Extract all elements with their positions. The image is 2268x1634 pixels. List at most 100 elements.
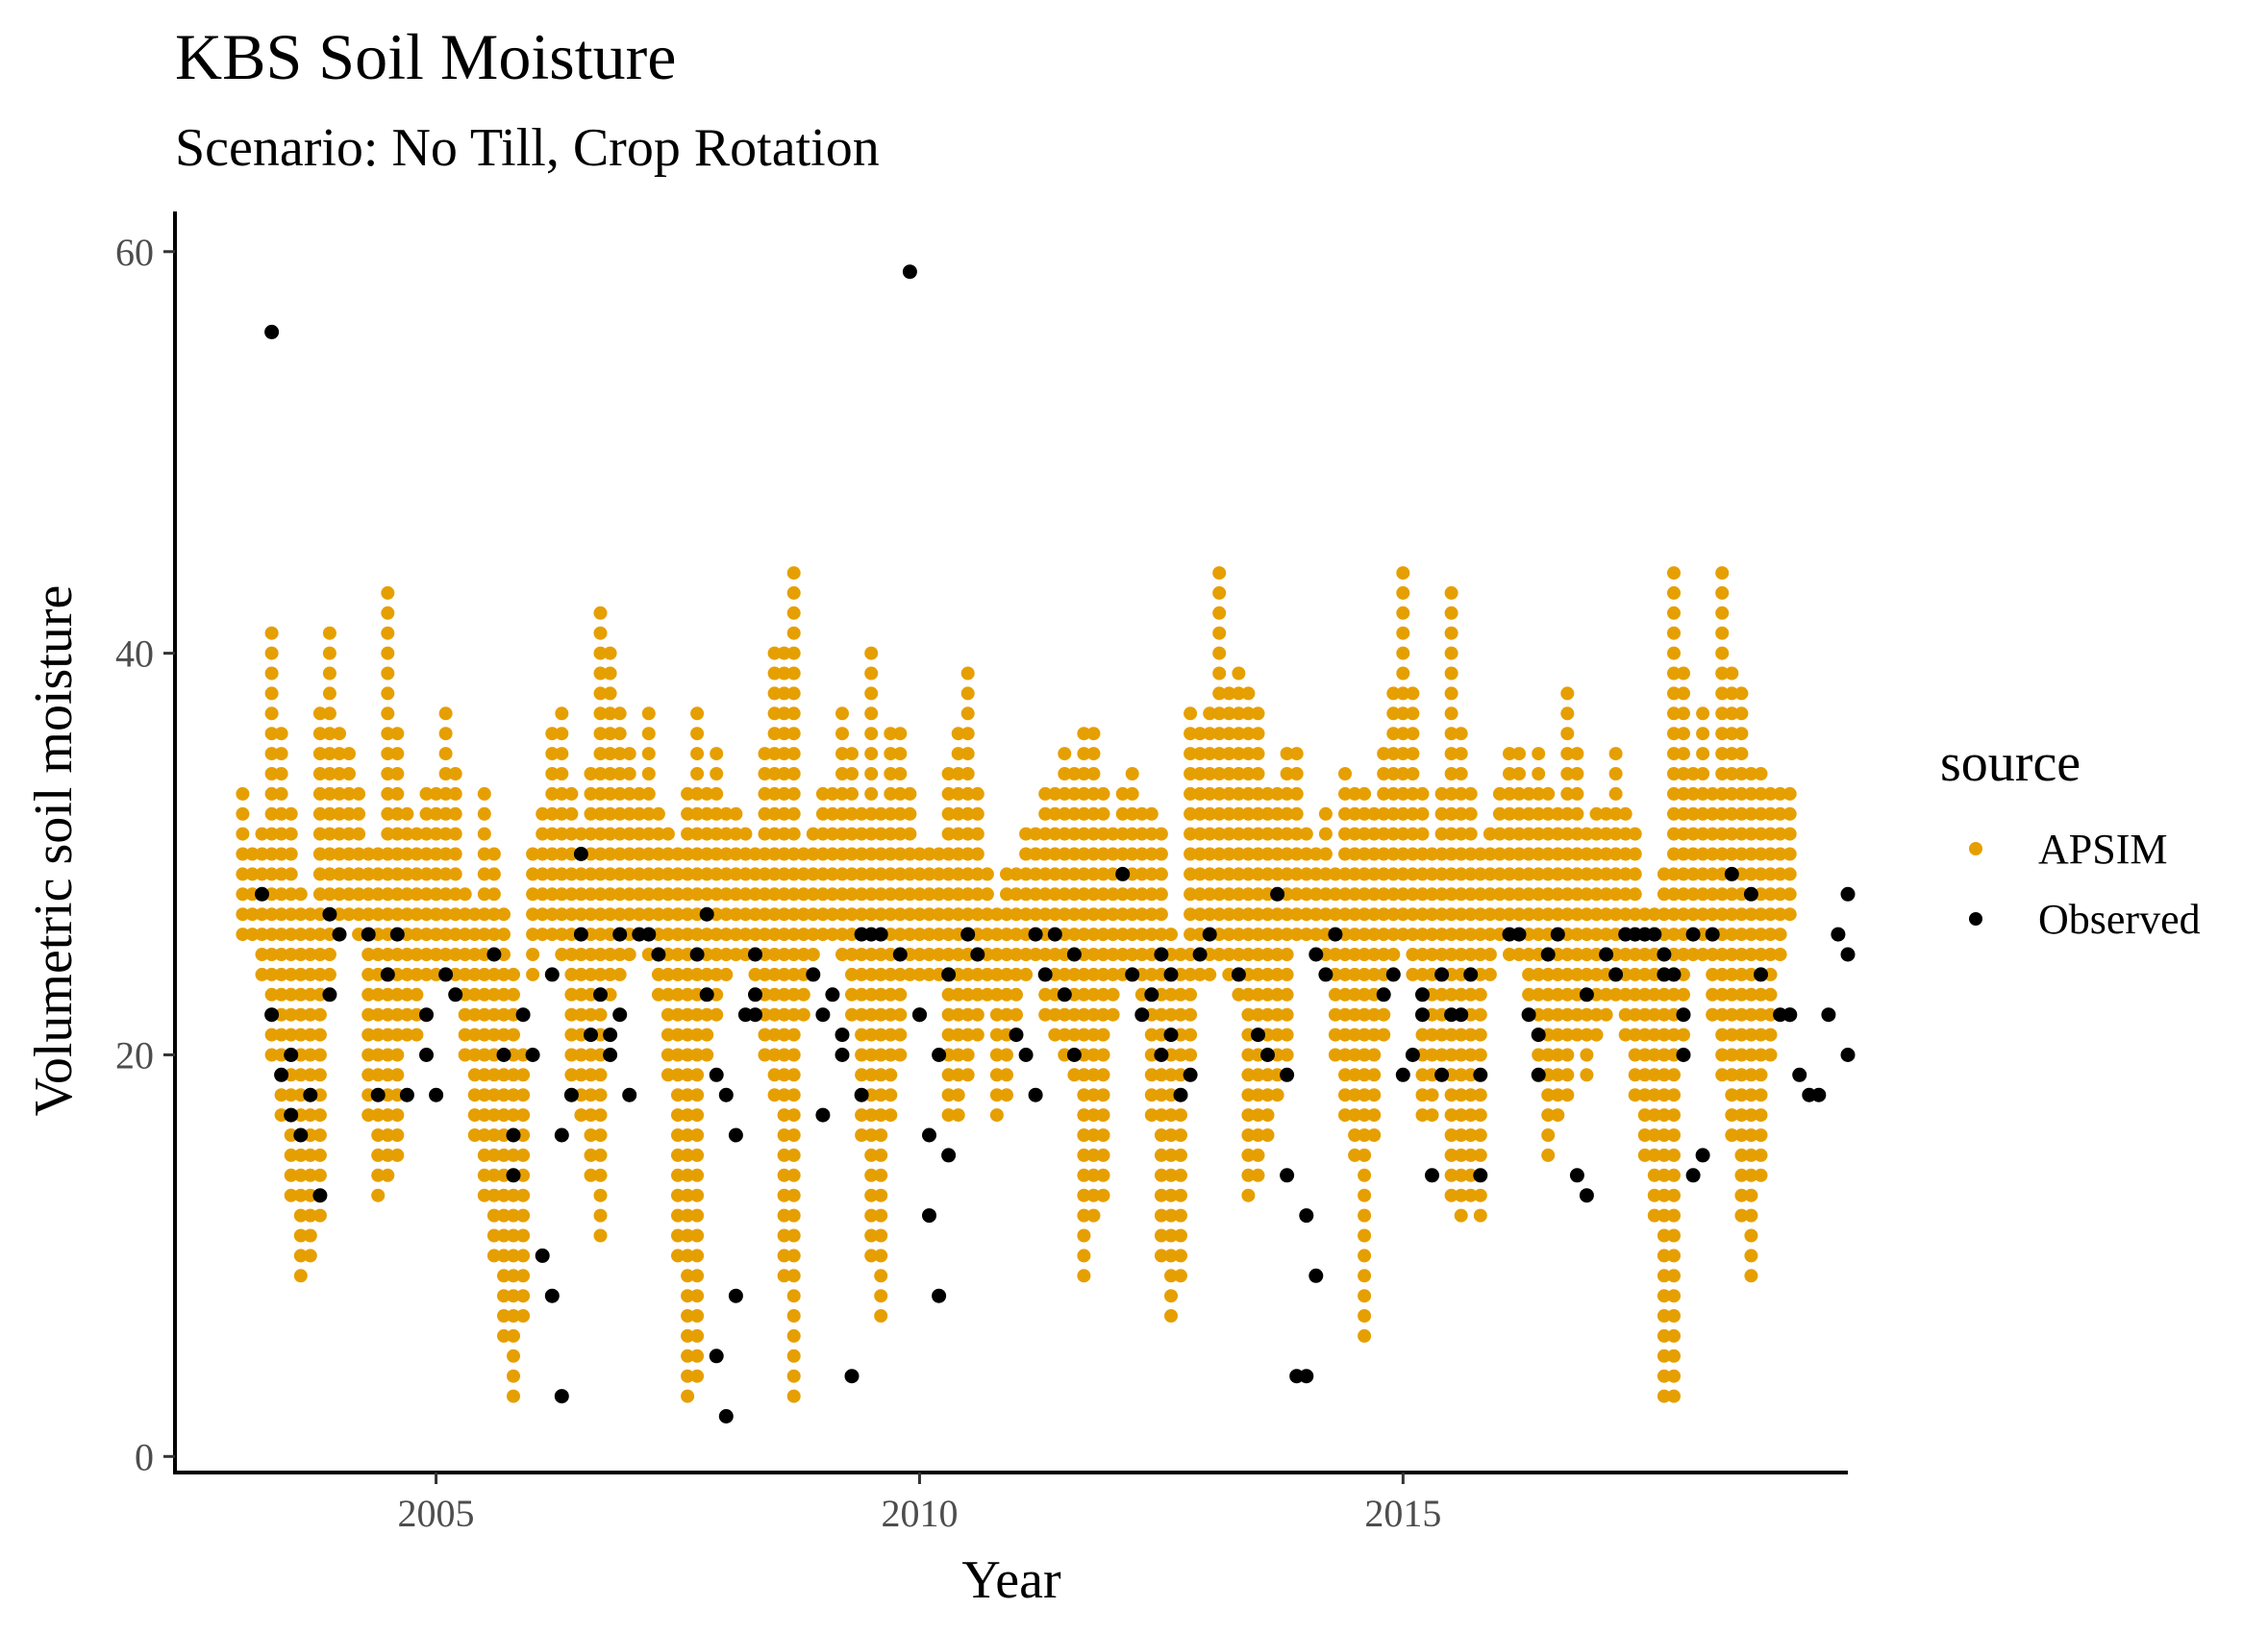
apsim-point <box>1618 948 1632 961</box>
apsim-point <box>1454 1048 1468 1062</box>
observed-point <box>922 1127 936 1143</box>
apsim-point <box>864 767 879 780</box>
apsim-point <box>1086 887 1101 902</box>
apsim-point <box>1667 847 1681 861</box>
apsim-point <box>322 706 336 721</box>
apsim-point <box>1299 887 1313 902</box>
apsim-point <box>864 827 879 841</box>
apsim-point <box>681 1309 695 1323</box>
apsim-point <box>574 1108 588 1123</box>
apsim-point <box>989 987 1004 1002</box>
apsim-point <box>1029 907 1043 922</box>
apsim-point <box>1000 1007 1013 1022</box>
apsim-point <box>410 887 424 902</box>
apsim-point <box>1406 967 1420 981</box>
apsim-point <box>1289 907 1304 922</box>
apsim-point <box>700 887 714 902</box>
apsim-point <box>1241 1148 1256 1162</box>
apsim-point <box>884 827 898 841</box>
apsim-point <box>603 948 617 961</box>
apsim-point <box>1551 1088 1565 1102</box>
apsim-point <box>264 967 279 981</box>
apsim-point <box>477 928 491 942</box>
apsim-point <box>1532 967 1546 981</box>
apsim-point <box>1406 907 1420 922</box>
apsim-point <box>584 907 598 922</box>
apsim-point <box>1377 847 1391 861</box>
apsim-point <box>1338 1027 1352 1042</box>
apsim-point <box>593 666 608 681</box>
apsim-point <box>1454 806 1468 821</box>
apsim-point <box>1260 1108 1275 1123</box>
observed-point <box>389 927 405 942</box>
apsim-point <box>1667 1289 1681 1303</box>
observed-point <box>563 1087 579 1102</box>
apsim-point <box>1483 948 1497 961</box>
apsim-point <box>874 987 888 1002</box>
apsim-point <box>970 987 984 1002</box>
apsim-point <box>477 967 491 981</box>
apsim-point <box>1492 907 1507 922</box>
apsim-point <box>632 827 646 841</box>
apsim-point <box>1608 867 1623 881</box>
apsim-point <box>1058 967 1072 981</box>
apsim-point <box>1492 887 1507 902</box>
apsim-point <box>786 1249 801 1263</box>
apsim-point <box>1725 706 1739 721</box>
apsim-point <box>719 887 734 902</box>
apsim-point <box>1154 847 1168 861</box>
apsim-point <box>1338 1108 1352 1123</box>
apsim-point <box>1503 867 1516 881</box>
apsim-point <box>1570 767 1584 780</box>
apsim-point <box>777 686 791 701</box>
apsim-point <box>1608 747 1623 761</box>
apsim-point <box>1667 1369 1681 1383</box>
apsim-point <box>786 867 801 881</box>
apsim-point <box>497 1068 511 1082</box>
apsim-point <box>690 1027 705 1042</box>
apsim-point <box>922 928 936 942</box>
apsim-point <box>603 727 617 741</box>
apsim-point <box>1096 948 1110 961</box>
apsim-point <box>1338 987 1352 1002</box>
apsim-point <box>1444 646 1458 660</box>
observed-point <box>622 1087 637 1102</box>
apsim-point <box>1522 887 1536 902</box>
apsim-point <box>806 867 820 881</box>
apsim-point <box>497 928 511 942</box>
apsim-point <box>1763 987 1778 1002</box>
apsim-point <box>555 928 569 942</box>
apsim-point <box>864 847 879 861</box>
apsim-point <box>815 827 830 841</box>
apsim-point <box>1657 1208 1671 1223</box>
apsim-point <box>786 566 801 581</box>
apsim-point <box>612 967 627 981</box>
apsim-point <box>1000 1088 1013 1102</box>
apsim-point <box>1115 827 1130 841</box>
apsim-point <box>293 1249 308 1263</box>
apsim-point <box>1677 747 1690 761</box>
apsim-point <box>1686 806 1701 821</box>
apsim-point <box>1618 907 1632 922</box>
apsim-point <box>710 928 724 942</box>
apsim-point <box>1125 767 1139 780</box>
apsim-point <box>1637 1128 1652 1142</box>
observed-point <box>1280 1168 1295 1183</box>
apsim-point <box>641 727 656 741</box>
apsim-point <box>777 867 791 881</box>
apsim-point <box>1744 867 1758 881</box>
apsim-point <box>516 1269 531 1283</box>
apsim-point <box>1599 1007 1613 1022</box>
apsim-point <box>874 1228 888 1243</box>
apsim-point <box>603 686 617 701</box>
apsim-point <box>1299 827 1313 841</box>
apsim-point <box>632 887 646 902</box>
apsim-point <box>690 1249 705 1263</box>
apsim-point <box>1744 948 1758 961</box>
apsim-point <box>1744 806 1758 821</box>
apsim-point <box>825 827 839 841</box>
apsim-point <box>1077 1128 1091 1142</box>
apsim-point <box>1019 867 1034 881</box>
apsim-point <box>1174 1188 1187 1202</box>
apsim-point <box>1396 666 1410 681</box>
